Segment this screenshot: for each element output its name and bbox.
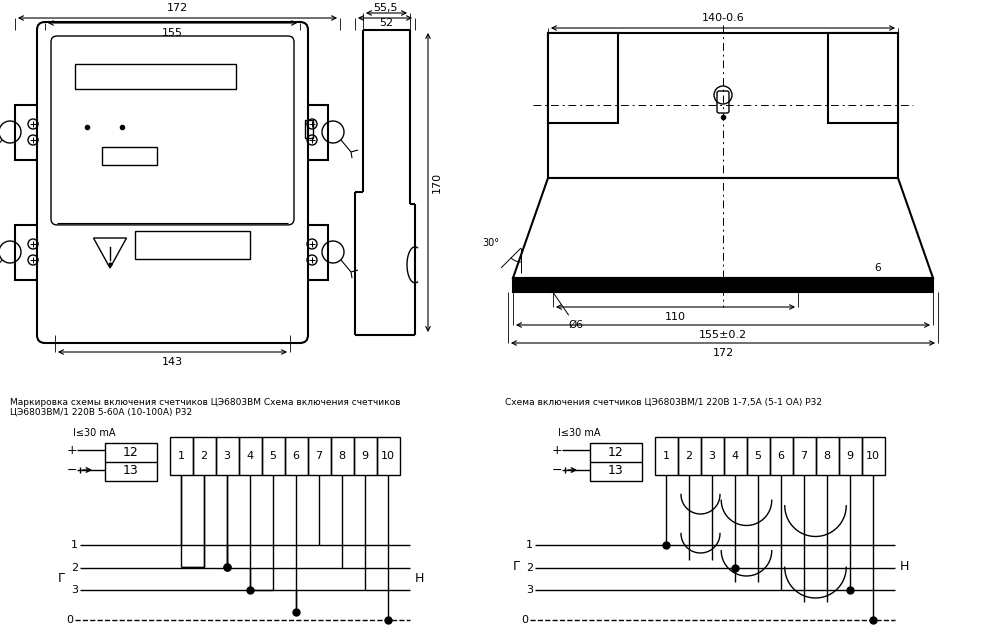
Text: 2: 2 — [200, 451, 208, 461]
Text: 8: 8 — [338, 451, 345, 461]
Text: 5: 5 — [754, 451, 761, 461]
Text: 10: 10 — [866, 451, 880, 461]
Text: +: + — [552, 444, 563, 456]
Bar — [300, 225, 328, 280]
Bar — [262, 437, 285, 475]
Text: I≤30 mA: I≤30 mA — [558, 428, 600, 438]
Text: Схема включения счетчиков ЦЭ6803ВМ/1 220В 1-7,5А (5-1 ОА) Р32: Схема включения счетчиков ЦЭ6803ВМ/1 220… — [505, 398, 822, 407]
Bar — [75, 64, 236, 89]
Bar — [548, 33, 898, 178]
Text: 30°: 30° — [483, 238, 499, 248]
Text: 0: 0 — [521, 615, 528, 625]
Text: 3: 3 — [224, 451, 231, 461]
Bar — [216, 437, 239, 475]
Bar — [193, 437, 216, 475]
Text: −: − — [552, 463, 562, 477]
Bar — [862, 437, 885, 475]
Bar — [135, 231, 250, 259]
Bar — [724, 437, 747, 475]
Text: 110: 110 — [665, 312, 686, 322]
FancyBboxPatch shape — [37, 22, 308, 343]
Text: I≤30 mA: I≤30 mA — [73, 428, 116, 438]
Bar — [701, 437, 724, 475]
Bar — [828, 33, 898, 123]
Bar — [285, 437, 308, 475]
Bar — [308, 437, 331, 475]
Text: 4: 4 — [246, 451, 253, 461]
Text: 1: 1 — [526, 540, 533, 550]
FancyBboxPatch shape — [51, 36, 294, 225]
Text: −: − — [67, 463, 77, 477]
Bar — [590, 443, 642, 481]
Bar — [105, 443, 157, 481]
Text: Н: Н — [415, 572, 425, 584]
Text: 3: 3 — [708, 451, 715, 461]
Text: 2: 2 — [686, 451, 693, 461]
Text: 13: 13 — [124, 465, 139, 477]
Text: Ø6: Ø6 — [550, 288, 583, 330]
Bar — [300, 105, 328, 160]
Text: 172: 172 — [167, 3, 188, 13]
Bar — [793, 437, 816, 475]
Text: 143: 143 — [162, 357, 183, 367]
Text: 3: 3 — [526, 585, 533, 595]
Text: 1: 1 — [178, 451, 184, 461]
Polygon shape — [513, 178, 933, 278]
Bar — [770, 437, 793, 475]
Text: 2: 2 — [526, 563, 533, 573]
Text: 12: 12 — [608, 445, 624, 458]
Text: 4: 4 — [732, 451, 739, 461]
Text: 9: 9 — [847, 451, 853, 461]
Text: 6: 6 — [292, 451, 299, 461]
Bar — [377, 437, 400, 475]
Bar — [15, 225, 43, 280]
Text: 6: 6 — [875, 263, 881, 273]
Bar — [305, 120, 313, 138]
Text: Маркировка схемы включения счетчиков ЦЭ6803ВМ Схема включения счетчиков: Маркировка схемы включения счетчиков ЦЭ6… — [10, 398, 400, 407]
Text: 10: 10 — [381, 451, 395, 461]
Text: 172: 172 — [712, 348, 734, 358]
Bar — [747, 437, 770, 475]
Text: 8: 8 — [823, 451, 831, 461]
Bar — [354, 437, 377, 475]
Bar — [15, 105, 43, 160]
Text: Н: Н — [900, 559, 909, 573]
Text: 13: 13 — [608, 465, 624, 477]
Bar — [655, 437, 678, 475]
Text: 1: 1 — [662, 451, 669, 461]
Text: 7: 7 — [800, 451, 807, 461]
Text: 3: 3 — [71, 585, 78, 595]
Text: 6: 6 — [778, 451, 785, 461]
Bar — [513, 278, 933, 292]
Text: 9: 9 — [361, 451, 369, 461]
Text: 170: 170 — [432, 172, 442, 193]
Text: 0: 0 — [66, 615, 73, 625]
Bar — [816, 437, 839, 475]
Text: 140-0.6: 140-0.6 — [701, 13, 745, 23]
Bar — [239, 437, 262, 475]
Text: 52: 52 — [380, 18, 393, 28]
Text: 1: 1 — [71, 540, 78, 550]
Bar — [839, 437, 862, 475]
Text: 7: 7 — [316, 451, 323, 461]
Text: 55,5: 55,5 — [373, 3, 397, 13]
Text: 5: 5 — [270, 451, 277, 461]
Text: Г: Г — [512, 559, 520, 573]
Bar — [678, 437, 701, 475]
Bar — [331, 437, 354, 475]
Text: 155±0.2: 155±0.2 — [698, 330, 748, 340]
Text: 155: 155 — [162, 28, 183, 38]
Text: Г: Г — [57, 572, 65, 584]
Text: ЦЭ6803ВМ/1 220В 5-60А (10-100А) Р32: ЦЭ6803ВМ/1 220В 5-60А (10-100А) Р32 — [10, 408, 192, 417]
Text: +: + — [67, 444, 77, 456]
Text: 12: 12 — [124, 445, 139, 458]
Text: 2: 2 — [71, 563, 78, 573]
Bar — [548, 33, 618, 123]
Bar — [170, 437, 193, 475]
Bar — [102, 147, 157, 165]
